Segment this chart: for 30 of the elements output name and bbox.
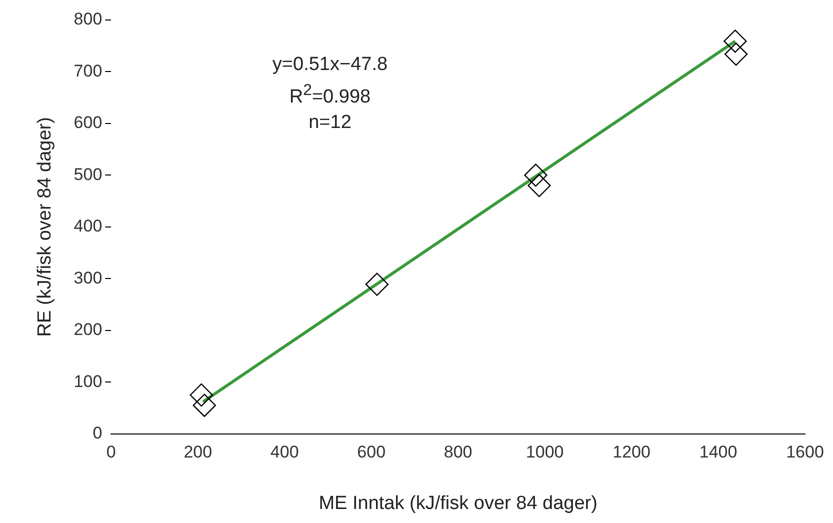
x-tick-label: 800 (444, 442, 472, 462)
y-tick-label: 500 (74, 164, 102, 184)
point (724, 30, 747, 53)
point (724, 42, 748, 66)
x-tick-label: 200 (184, 442, 212, 462)
point (528, 174, 551, 198)
y-tick-label: 100 (74, 372, 102, 391)
y-tick-label: 200 (74, 320, 102, 340)
annotation: n=12 (308, 111, 352, 136)
y-tick-label: 800 (74, 10, 102, 29)
x-tick-label: 1200 (612, 442, 650, 462)
x-tick-label: 400 (270, 442, 299, 462)
y-axis-title: RE (kJ/fisk over 84 dager) (34, 117, 56, 337)
x-tick-label: 1400 (699, 442, 738, 462)
x-tick-label: 1000 (526, 442, 564, 462)
y-tick-label: 700 (74, 61, 102, 80)
x-tick-label: 0 (106, 442, 116, 462)
point (192, 394, 216, 417)
annotation: R$^{2}$=0.998 (288, 81, 372, 110)
x-tick-label: 1600 (786, 442, 824, 462)
y-tick-label: 300 (74, 268, 102, 288)
point (365, 272, 389, 296)
point (524, 164, 548, 187)
y-tick-label: 0 (92, 423, 102, 442)
y-tick-label: 400 (74, 216, 102, 236)
x-axis-title: ME Inntak (kJ/fisk over 84 dager) (318, 492, 598, 514)
y-tick-label: 600 (74, 113, 102, 132)
point (190, 383, 213, 407)
annotation: y=0.51x−47.8 (271, 53, 389, 77)
x-tick-label: 600 (357, 442, 386, 462)
